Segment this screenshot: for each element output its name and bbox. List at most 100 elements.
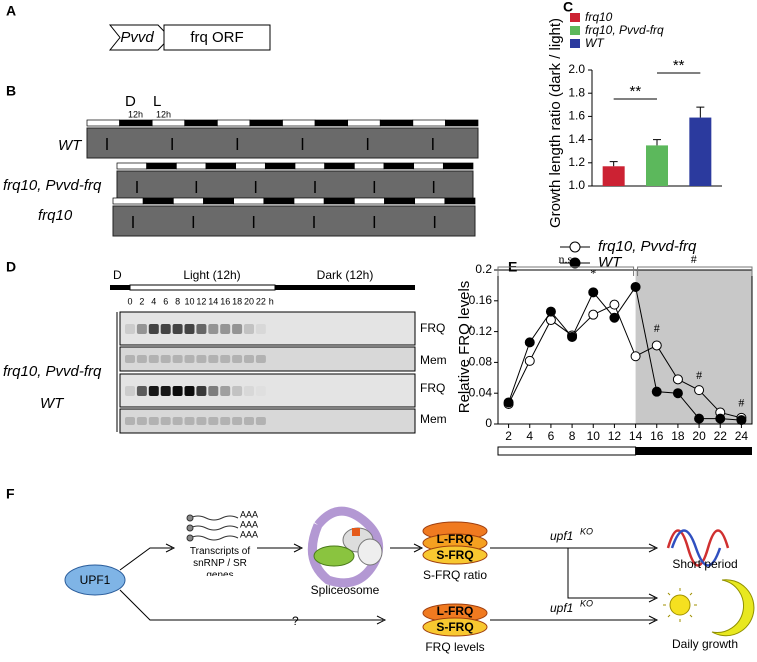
light-dark-bar <box>216 119 251 127</box>
band <box>184 324 195 334</box>
band <box>208 324 219 334</box>
light-dark-bar <box>263 197 295 205</box>
band <box>184 355 195 363</box>
light-dark-bar <box>413 162 444 170</box>
band <box>125 355 135 363</box>
point <box>630 351 641 362</box>
light-dark-bar <box>314 119 349 127</box>
sun-moon-icon <box>663 579 755 637</box>
band <box>220 386 231 396</box>
light-dark-bar <box>205 162 237 170</box>
y-tick-label: 2.0 <box>568 62 585 76</box>
band <box>244 324 254 334</box>
promoter: Pvvd <box>120 29 154 46</box>
transcripts-icon <box>186 514 239 542</box>
annotation: # <box>654 321 660 335</box>
ko-sup: KO <box>580 526 593 536</box>
point <box>609 299 620 310</box>
light-dark-bar <box>184 119 218 127</box>
unknown: ? <box>292 614 299 628</box>
x-tick-label: 4 <box>526 429 533 443</box>
band <box>244 417 254 425</box>
band <box>125 417 135 425</box>
time-label: 6 <box>163 296 168 306</box>
band <box>172 355 183 363</box>
light-bar <box>129 284 276 291</box>
band <box>256 386 266 396</box>
band-label: Mem <box>420 353 447 367</box>
x-tick-label: 22 <box>714 429 728 443</box>
y-tick-label: 1.6 <box>568 109 585 123</box>
line-chart: 00.040.080.120.160.22 4 6 8 10 12 14 16 18 20 22 24… <box>456 238 753 456</box>
band <box>160 386 171 396</box>
point <box>630 281 641 292</box>
point <box>651 340 662 351</box>
light-dark-bar <box>142 197 174 205</box>
time-label: 10 <box>184 296 194 306</box>
point <box>545 306 556 317</box>
dark-bar <box>275 285 415 290</box>
light-dark-bar <box>347 119 381 127</box>
legend-marker <box>569 257 581 269</box>
band <box>136 386 147 396</box>
polya: AAA <box>240 529 258 539</box>
ko-sup: KO <box>580 598 593 608</box>
light-dark-bar <box>282 119 316 127</box>
annotation: # <box>691 252 697 266</box>
legend-swatch <box>570 39 580 48</box>
x-tick-label: 20 <box>692 429 706 443</box>
light-dark-bar <box>294 162 326 170</box>
band <box>160 355 171 363</box>
light-dark-bar <box>324 162 355 170</box>
y-tick-label: 1.2 <box>568 155 585 169</box>
band <box>232 355 243 363</box>
point <box>694 413 705 424</box>
legend-marker <box>569 241 581 253</box>
band <box>160 324 171 334</box>
short-period: Short period <box>672 557 737 571</box>
band <box>255 355 266 363</box>
x-tick-label: 8 <box>569 429 576 443</box>
levels: FRQ levels <box>425 640 484 654</box>
light-dark-bar <box>353 197 385 205</box>
x-tick-label: 10 <box>587 429 601 443</box>
time-label: 22 <box>256 296 266 306</box>
light-label: L <box>153 93 161 110</box>
light-dark-bar <box>112 197 144 205</box>
legend-label: frq10, Pvvd-frq <box>585 23 664 37</box>
band-label: FRQ <box>420 381 445 395</box>
y-tick-label: 0.08 <box>469 355 493 369</box>
light-duration: 12h <box>156 109 171 119</box>
y-tick-label: 1.4 <box>568 132 585 146</box>
band <box>232 386 243 396</box>
point <box>588 287 599 298</box>
s-frq: S-FRQ <box>436 548 473 562</box>
annotation: # <box>738 396 744 410</box>
race-tubes <box>86 119 479 237</box>
error-bar <box>609 161 618 167</box>
light-dark-bar <box>442 162 474 170</box>
transcripts: Transcripts of snRNP / SR genes <box>189 546 251 576</box>
time-label: 4 <box>151 296 156 306</box>
light-dark-bar <box>175 162 207 170</box>
strain-label: frq10, Pvvd-frq <box>3 363 102 380</box>
y-tick-label: 0.04 <box>469 385 493 399</box>
western-blots: 0 2 4 6 8 10 12 14 16 18 20 22 h <box>119 296 416 434</box>
time-unit: h <box>269 296 274 306</box>
point <box>524 337 535 348</box>
point <box>672 388 683 399</box>
x-tick-label: 6 <box>548 429 555 443</box>
time-label: 8 <box>175 296 180 306</box>
orf: frq ORF <box>190 29 243 46</box>
error-bar <box>653 139 661 146</box>
band <box>125 324 135 334</box>
band <box>125 386 135 396</box>
upf1: UPF1 <box>80 573 111 587</box>
frq-stack <box>422 521 488 637</box>
time-label: 12 <box>196 296 206 306</box>
tube <box>116 170 474 202</box>
annotation: ** <box>629 83 641 100</box>
s-frq: S-FRQ <box>436 620 473 634</box>
time-label: 18 <box>232 296 242 306</box>
